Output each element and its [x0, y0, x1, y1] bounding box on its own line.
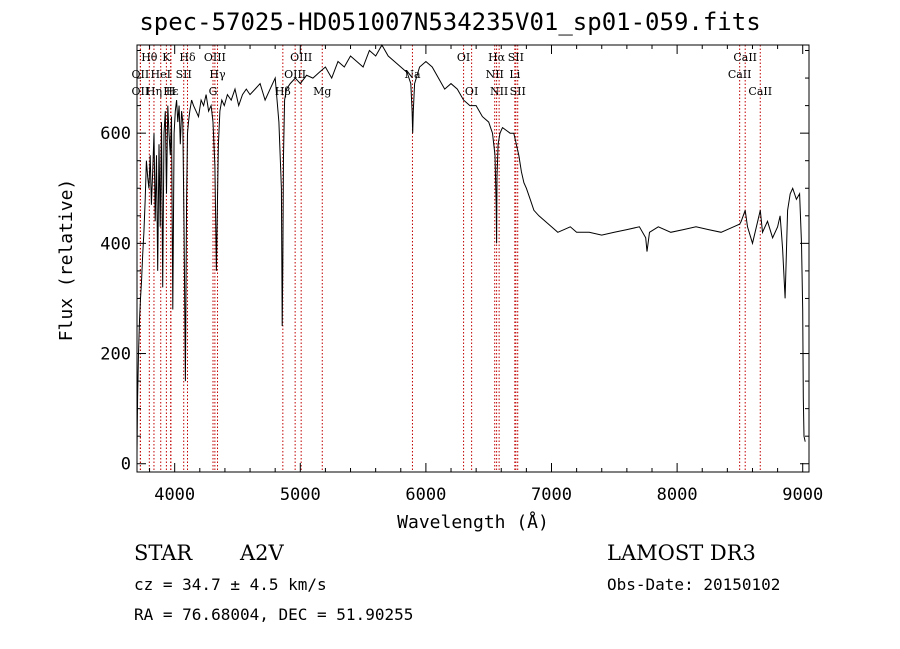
- x-tick-label-6000: 6000: [405, 485, 446, 505]
- line-label-25: Li: [509, 68, 520, 81]
- line-label-5: K: [162, 51, 171, 64]
- line-label-23: SII: [508, 51, 524, 64]
- line-label-10: OIII: [204, 51, 226, 64]
- line-label-16: Mg: [313, 85, 331, 98]
- line-label-7: Hε: [163, 85, 179, 98]
- y-tick-label-0: 0: [121, 455, 131, 475]
- survey-name: LAMOST DR3: [607, 541, 756, 565]
- line-label-14: OIII: [284, 68, 306, 81]
- line-label-1: OII: [132, 85, 150, 98]
- line-label-8: SII: [176, 68, 192, 81]
- line-label-2: Hθ: [141, 51, 158, 64]
- line-label-3: Hη: [146, 85, 162, 98]
- x-tick-label-8000: 8000: [657, 485, 698, 505]
- x-axis-ticks: 4000 5000 6000 7000 8000 9000: [149, 45, 823, 505]
- spectrum-line: [136, 43, 806, 453]
- y-axis-ticks: 0 200 400 600: [100, 50, 809, 475]
- line-label-20: Hα: [488, 51, 506, 64]
- x-tick-label-4000: 4000: [154, 485, 195, 505]
- line-label-0: OII: [132, 68, 150, 81]
- line-label-18: OI: [457, 51, 470, 64]
- spectrum-series: [136, 43, 806, 453]
- object-subclass: A2V: [240, 541, 284, 565]
- line-label-11: Hγ: [209, 68, 226, 81]
- y-tick-label-400: 400: [100, 234, 131, 254]
- x-tick-label-7000: 7000: [531, 485, 572, 505]
- y-tick-label-600: 600: [100, 124, 131, 144]
- chart-title: spec-57025-HD051007N534235V01_sp01-059.f…: [139, 8, 761, 36]
- object-class: STAR: [134, 541, 193, 565]
- line-label-21: NII: [486, 68, 504, 81]
- spectral-line-markers: [139, 45, 761, 472]
- y-axis-label: Flux (relative): [56, 179, 77, 342]
- line-label-22: NII: [490, 85, 508, 98]
- line-label-19: OI: [465, 85, 478, 98]
- observation-date: Obs-Date: 20150102: [607, 575, 781, 594]
- line-label-4: HeI: [151, 68, 171, 81]
- line-label-9: Hδ: [179, 51, 196, 64]
- x-axis-label: Wavelength (Å): [397, 511, 549, 533]
- y-tick-label-200: 200: [100, 345, 131, 365]
- x-tick-label-9000: 9000: [782, 485, 823, 505]
- x-tick-label-5000: 5000: [280, 485, 321, 505]
- line-label-28: CaII: [748, 85, 772, 98]
- line-label-6: H: [166, 85, 176, 98]
- plot-frame: [136, 44, 810, 473]
- redshift-cz: cz = 34.7 ± 4.5 km/s: [134, 575, 327, 594]
- ra-dec: RA = 76.68004, DEC = 51.90255: [134, 605, 414, 624]
- line-label-15: OIII: [290, 51, 312, 64]
- line-label-24: SII: [510, 85, 526, 98]
- line-label-27: CaII: [733, 51, 757, 64]
- line-label-12: G: [209, 85, 218, 98]
- line-label-26: CaII: [728, 68, 752, 81]
